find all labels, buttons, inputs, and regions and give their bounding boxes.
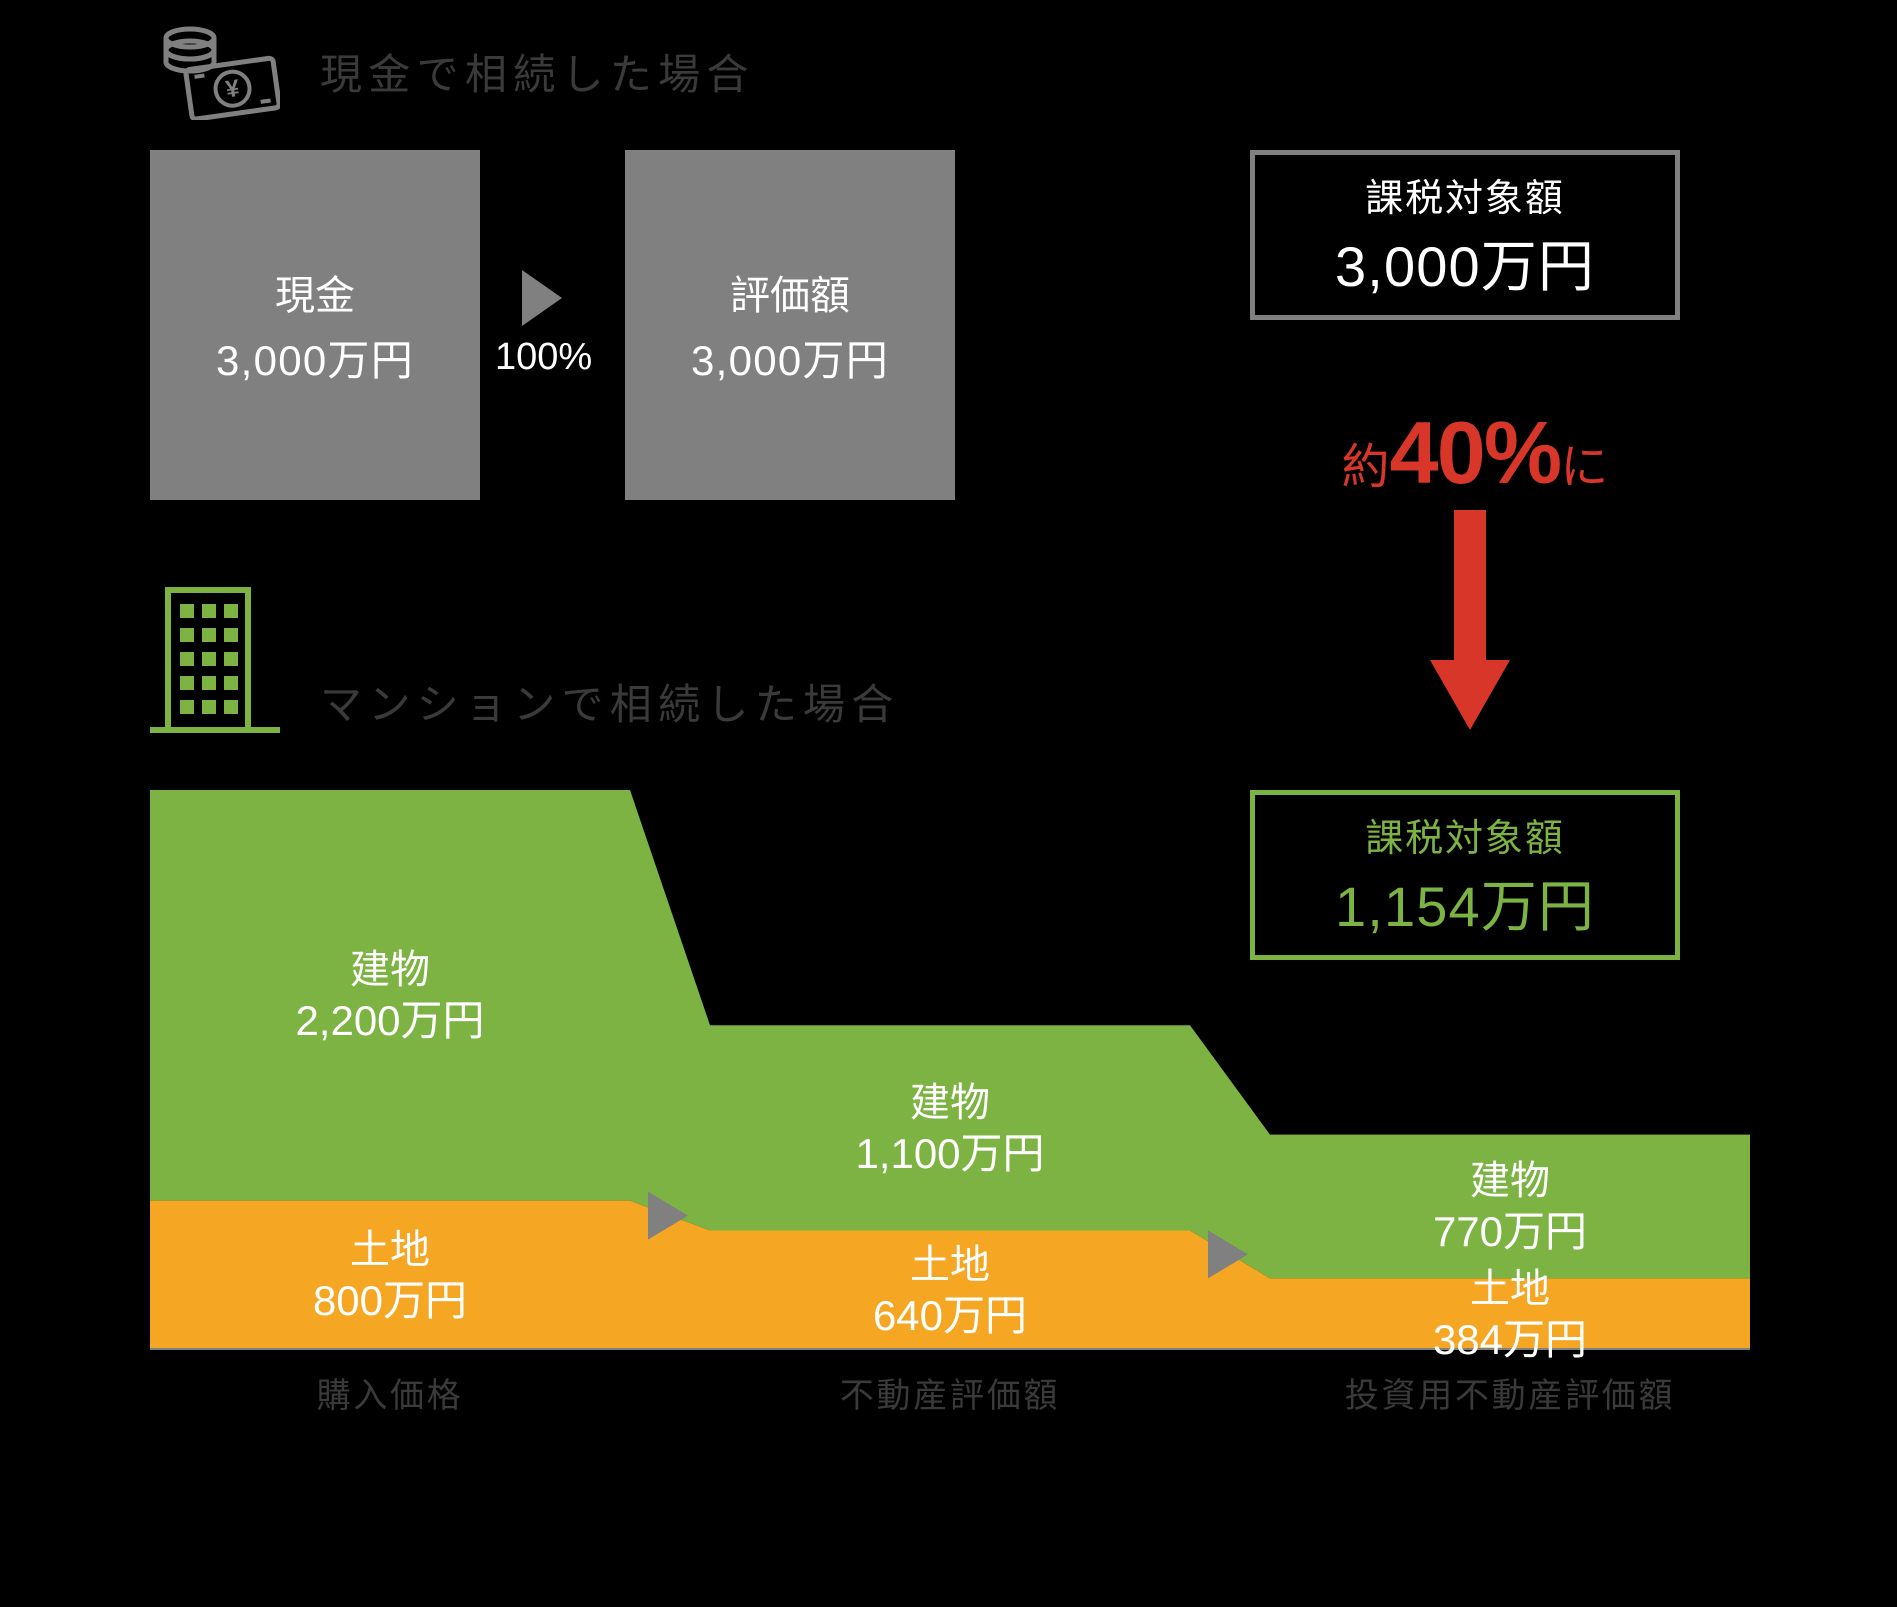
- land-label: 土地 800万円: [240, 1225, 540, 1328]
- cash-source-box: 現金 3,000万円: [150, 150, 480, 500]
- axis-label: 投資用不動産評価額: [1290, 1368, 1730, 1417]
- cash-source-label: 現金: [275, 263, 355, 321]
- reduction-text: 約40%に: [1255, 400, 1695, 506]
- cash-taxable-value: 3,000万円: [1335, 222, 1595, 303]
- arrow-right-icon: [522, 270, 562, 326]
- valuation-chart: 建物 2,200万円土地 800万円 建物 1,100万円土地 640万円 建物 7…: [150, 790, 1750, 1350]
- building-label: 建物 770万円: [1360, 1156, 1660, 1259]
- cash-icon: ¥: [160, 20, 270, 110]
- cash-arrow-pct: 100%: [495, 336, 592, 378]
- land-label: 土地 384万円: [1360, 1264, 1660, 1367]
- cash-taxable-box: 課税対象額 3,000万円: [1250, 150, 1680, 320]
- axis-label: 購入価格: [170, 1368, 610, 1417]
- building-label: 建物 2,200万円: [240, 945, 540, 1048]
- land-label: 土地 640万円: [800, 1240, 1100, 1343]
- cash-section-title: 現金で相続した場合: [320, 51, 755, 98]
- cash-valuation-value: 3,000万円: [691, 327, 889, 388]
- svg-text:¥: ¥: [224, 75, 242, 104]
- cash-source-value: 3,000万円: [216, 327, 414, 388]
- arrow-down-icon: [1430, 510, 1510, 730]
- cash-taxable-label: 課税対象額: [1365, 167, 1565, 222]
- cash-valuation-box: 評価額 3,000万円: [625, 150, 955, 500]
- mansion-section-title: マンションで相続した場合: [320, 681, 900, 728]
- building-icon: [150, 580, 280, 755]
- building-label: 建物 1,100万円: [800, 1078, 1100, 1181]
- axis-label: 不動産評価額: [730, 1368, 1170, 1417]
- cash-valuation-label: 評価額: [730, 263, 850, 321]
